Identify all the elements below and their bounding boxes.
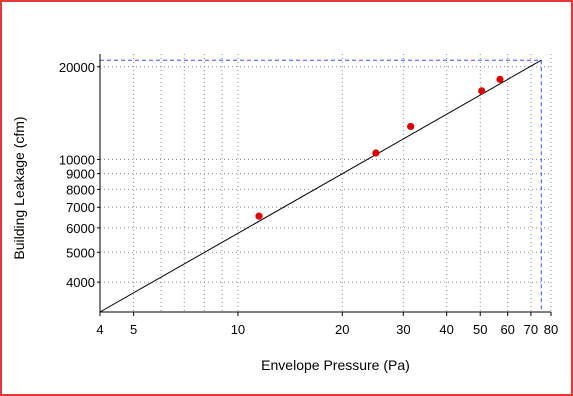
data-points [255, 75, 504, 220]
y-tick-label: 8000 [66, 182, 95, 197]
y-tick-label: 20000 [59, 60, 95, 75]
data-point [407, 122, 415, 131]
fit-line [99, 59, 542, 313]
data-point [478, 87, 486, 95]
fit-line-group [99, 59, 542, 313]
x-tick-label: 50 [473, 322, 487, 337]
data-point [372, 149, 380, 157]
y-tick-label: 5000 [66, 245, 95, 260]
x-tick-label: 5 [130, 322, 137, 337]
data-point [496, 75, 504, 83]
y-tick-label: 4000 [66, 275, 95, 290]
x-tick-label: 40 [439, 322, 453, 337]
y-tick-label: 7000 [66, 200, 95, 215]
data-point [255, 212, 263, 220]
x-tick-label: 60 [500, 322, 514, 337]
y-axis-label: Building Leakage (cfm) [11, 116, 27, 259]
x-tick-label: 80 [544, 322, 558, 337]
x-axis-label: Envelope Pressure (Pa) [261, 357, 410, 373]
reference-lines [100, 59, 542, 312]
axes [99, 54, 551, 313]
y-tick-label: 9000 [66, 167, 95, 182]
x-tick-label: 4 [96, 322, 103, 337]
y-tick-label: 6000 [66, 221, 95, 236]
x-tick-label: 20 [335, 322, 349, 337]
x-tick-labels: 4 5 10 20 30 40 50 60 70 80 [96, 312, 558, 337]
x-tick-label: 10 [231, 322, 245, 337]
y-tick-label: 10000 [59, 153, 95, 168]
x-tick-label: 30 [396, 322, 410, 337]
x-tick-label: 70 [524, 322, 538, 337]
